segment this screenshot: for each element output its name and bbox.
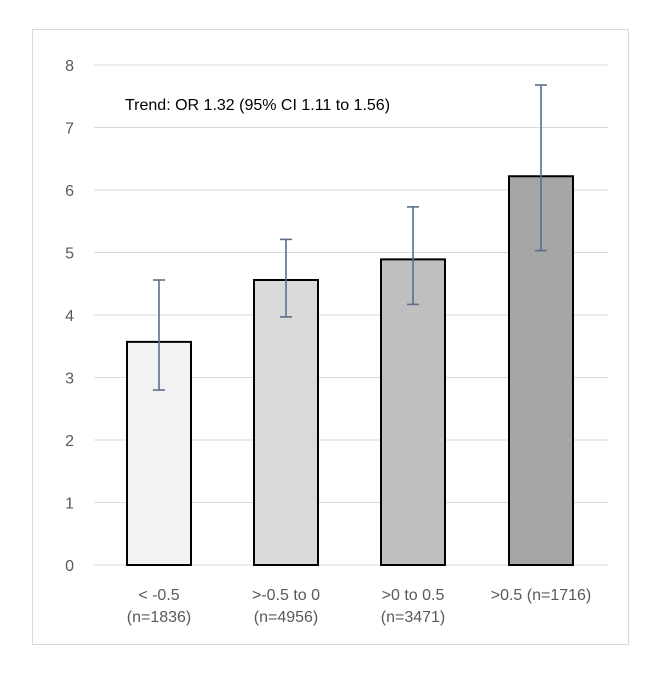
y-tick-label: 3 (65, 371, 74, 388)
y-tick-label: 7 (65, 121, 74, 138)
error-bar (407, 206, 419, 306)
y-tick-label: 8 (65, 58, 74, 75)
y-tick-label: 2 (65, 433, 74, 450)
y-tick-label: 1 (65, 496, 74, 513)
error-bar (535, 84, 547, 252)
trend-annotation: Trend: OR 1.32 (95% CI 1.11 to 1.56) (125, 97, 390, 114)
bar-chart: 0 1 2 3 4 5 6 7 8 < -0.5 (n=1836) >-0.5 to 0 (n=495… (65, 58, 608, 626)
error-bar (153, 279, 165, 391)
y-tick-label: 4 (65, 308, 74, 325)
category-label: >0 to 0.5 (n=3471) (381, 587, 446, 626)
y-tick-label: 6 (65, 183, 74, 200)
category-label: >-0.5 to 0 (n=4956) (252, 587, 320, 626)
category-label: >0.5 (n=1716) (491, 587, 592, 604)
y-tick-label: 5 (65, 246, 74, 263)
chart-frame: 0 1 2 3 4 5 6 7 8 < -0.5 (n=1836) >-0.5 to 0 (n=495… (32, 29, 629, 645)
bar (380, 258, 446, 566)
y-tick-label: 0 (65, 558, 74, 575)
bar (253, 279, 319, 566)
category-label: < -0.5 (n=1836) (127, 587, 192, 626)
error-bar (280, 238, 292, 318)
